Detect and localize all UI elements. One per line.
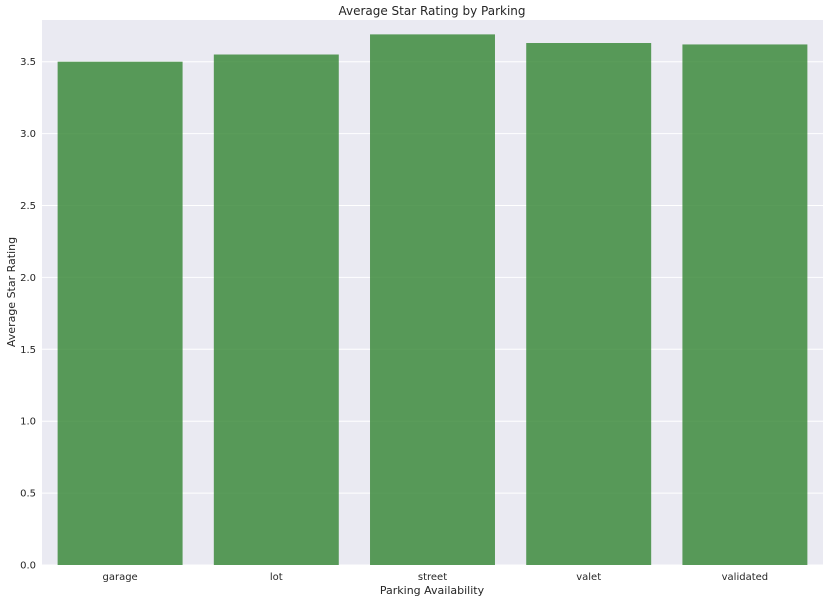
x-tick-label-validated: validated	[722, 572, 769, 583]
x-tick-label-street: street	[418, 572, 447, 583]
x-tick-label-valet: valet	[576, 572, 601, 583]
x-axis-ticks: garage lot street valet validated	[102, 572, 768, 583]
chart-title: Average Star Rating by Parking	[338, 4, 525, 18]
y-axis-ticks: 0.0 0.5 1.0 1.5 2.0 2.5 3.0 3.5	[20, 57, 36, 571]
bar-garage	[57, 61, 183, 566]
y-tick-label: 2.5	[20, 201, 36, 212]
y-tick-label: 0.0	[20, 561, 36, 572]
y-tick-label: 2.0	[20, 273, 36, 284]
bar-street	[370, 34, 495, 566]
x-tick-label-lot: lot	[270, 572, 283, 583]
x-axis-label: Parking Availability	[380, 584, 485, 597]
y-tick-label: 0.5	[20, 489, 36, 500]
bar-lot	[213, 54, 339, 566]
y-tick-label: 1.5	[20, 345, 36, 356]
bar-valet	[526, 43, 652, 565]
bar-validated	[682, 44, 808, 565]
bars	[57, 34, 808, 566]
y-axis-label: Average Star Rating	[5, 237, 18, 347]
y-tick-label: 1.0	[20, 417, 36, 428]
x-tick-label-garage: garage	[102, 572, 137, 583]
y-tick-label: 3.5	[20, 57, 36, 68]
y-tick-label: 3.0	[20, 129, 36, 140]
